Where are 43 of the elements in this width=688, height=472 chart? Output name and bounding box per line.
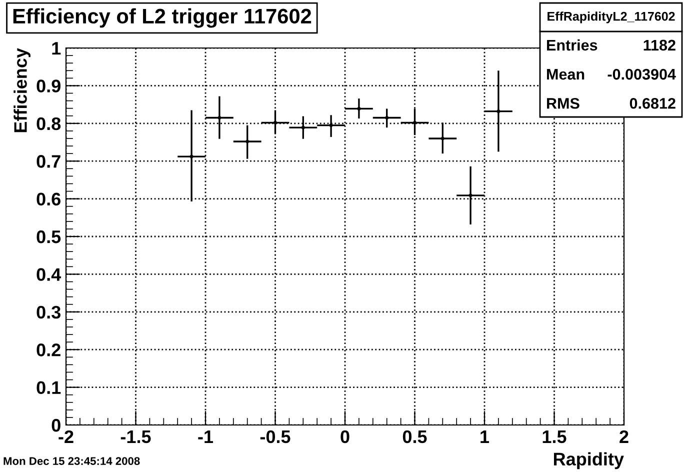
annotation: Mean [547,69,584,80]
text: 0.6812 [630,98,676,109]
x-tick-label: 0.5 [402,430,427,444]
y-axis-title: Efficiency [14,48,30,132]
x-tick-label: -0.5 [260,430,290,444]
text: EffRapidityL2_117602 [548,12,675,24]
y-tick-label: 0.4 [36,268,62,281]
x-tick-label: -1.5 [120,430,151,444]
y-tick-label: 0.1 [36,381,61,394]
x-axis-title: Rapidity [554,452,624,470]
y-tick-label: 0.3 [36,306,60,319]
point [385,116,389,120]
point [301,126,305,130]
point [218,116,222,120]
y-tick-label: 0.5 [36,230,61,244]
annotation: Entries [547,39,598,51]
x-tick-label: 0 [340,430,350,444]
point [496,110,500,114]
annotation: RMS [547,98,580,109]
x-tick-label: 1.5 [542,430,566,444]
point [329,123,333,128]
y-tick-label: 1 [52,42,61,55]
point [246,140,250,144]
y-tick-label: 0.9 [36,80,60,92]
point [190,154,194,158]
point [412,120,417,124]
point [357,106,361,111]
y-tick-label: 0.6 [36,192,60,206]
x-tick-label: 1 [480,430,490,443]
point [468,194,472,198]
x-tick-label: -1 [198,430,214,443]
y-tick-label: 0.7 [36,155,60,168]
text: Mon Dec 15 23:45:14 2008 [4,457,140,465]
y-tick-label: 0.8 [36,117,61,130]
chart-title: Efficiency of L2 trigger 117602 [13,8,312,28]
x-tick-label: -2 [58,430,74,443]
annotation: -0.003904 [608,68,676,80]
point [440,136,444,140]
y-tick-label: 0.2 [36,344,60,356]
x-tick-label: 2 [620,430,628,443]
y-tick-label: 0 [52,418,60,432]
text: 1182 [644,40,676,51]
point [273,120,278,124]
